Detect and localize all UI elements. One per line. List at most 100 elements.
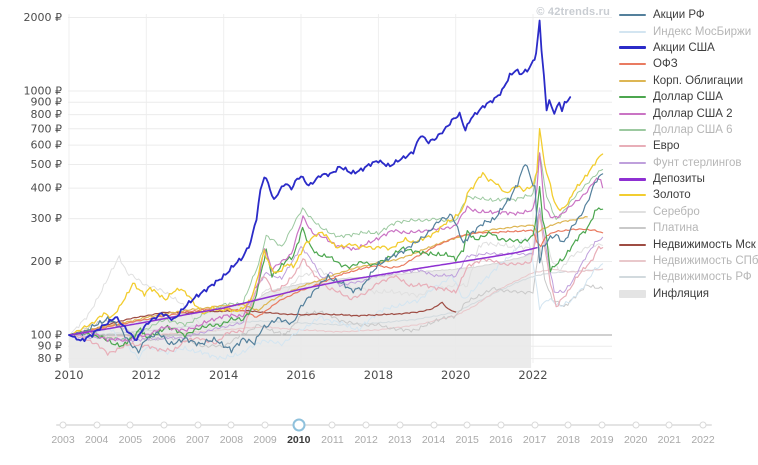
series-line-moex bbox=[68, 237, 604, 361]
legend-item-9[interactable]: Евро bbox=[619, 138, 757, 154]
legend-label: ОФЗ bbox=[653, 58, 678, 71]
legend-item-16[interactable]: Недвижимость СПб bbox=[619, 253, 758, 269]
legend-swatch-icon bbox=[619, 79, 646, 82]
legend-swatch-icon bbox=[619, 128, 646, 131]
price-chart-canvas[interactable]: 80 ₽90 ₽100 ₽ 200 ₽ 300 ₽ 400 ₽ 500 ₽ 600 ₽ 70… bbox=[0, 0, 758, 405]
slider-year-2012[interactable]: 2012 bbox=[354, 434, 378, 446]
legend-label: Недвижимость РФ bbox=[653, 271, 752, 284]
slider-year-2022[interactable]: 2022 bbox=[691, 434, 715, 446]
slider-year-2003[interactable]: 2003 bbox=[51, 434, 75, 446]
slider-dot-2004[interactable] bbox=[93, 421, 101, 429]
legend-item-14[interactable]: Платина bbox=[619, 220, 757, 236]
y-tick-label: 300 ₽ bbox=[31, 212, 63, 225]
legend-item-6[interactable]: Доллар США bbox=[619, 89, 757, 105]
slider-year-2018[interactable]: 2018 bbox=[556, 434, 580, 446]
x-tick-label: 2022 bbox=[518, 368, 547, 382]
x-tick-label: 2016 bbox=[286, 368, 315, 382]
series-line-zoloto bbox=[68, 128, 604, 336]
slider-dot-2005[interactable] bbox=[126, 421, 134, 429]
chart-legend: Акции РФ Индекс МосБиржи Акции США ОФЗ Корп.… bbox=[619, 7, 758, 302]
slider-year-2020[interactable]: 2020 bbox=[623, 434, 648, 446]
slider-dot-2010[interactable] bbox=[292, 418, 306, 432]
legend-swatch-icon bbox=[619, 177, 646, 181]
slider-dot-2015[interactable] bbox=[463, 421, 471, 429]
slider-year-2021[interactable]: 2021 bbox=[657, 434, 681, 446]
y-tick-label: 700 ₽ bbox=[31, 122, 63, 135]
slider-year-2019[interactable]: 2019 bbox=[590, 434, 614, 446]
legend-swatch-icon bbox=[619, 30, 646, 33]
legend-item-10[interactable]: Фунт стерлингов bbox=[619, 155, 757, 171]
slider-dot-2009[interactable] bbox=[261, 421, 269, 429]
slider-dot-2013[interactable] bbox=[396, 421, 404, 429]
slider-dot-2017[interactable] bbox=[531, 421, 539, 429]
slider-year-2011[interactable]: 2011 bbox=[321, 434, 344, 446]
slider-year-2005[interactable]: 2005 bbox=[118, 434, 143, 446]
series-line-depozity bbox=[68, 246, 538, 336]
slider-year-2004[interactable]: 2004 bbox=[84, 434, 109, 446]
legend-swatch-icon bbox=[619, 276, 646, 279]
legend-item-13[interactable]: Серебро bbox=[619, 204, 757, 220]
slider-year-2010[interactable]: 2010 bbox=[287, 434, 311, 446]
legend-label: Евро bbox=[653, 140, 680, 153]
series bbox=[68, 19, 612, 368]
legend-item-4[interactable]: ОФЗ bbox=[619, 56, 757, 72]
slider-year-2009[interactable]: 2009 bbox=[253, 434, 277, 446]
legend-item-17[interactable]: Недвижимость РФ bbox=[619, 269, 757, 285]
slider-dot-2016[interactable] bbox=[497, 421, 505, 429]
slider-dot-2011[interactable] bbox=[328, 421, 336, 429]
legend-label: Золото bbox=[653, 189, 691, 202]
legend-label: Акции РФ bbox=[653, 9, 705, 22]
slider-dot-2021[interactable] bbox=[665, 421, 673, 429]
slider-year-2014[interactable]: 2014 bbox=[421, 434, 446, 446]
slider-year-2007[interactable]: 2007 bbox=[186, 434, 210, 446]
legend-item-8[interactable]: Доллар США 6 bbox=[619, 122, 757, 138]
slider-track[interactable] bbox=[56, 424, 712, 426]
y-tick-label: 80 ₽ bbox=[38, 352, 63, 365]
slider-dot-2003[interactable] bbox=[59, 421, 67, 429]
legend-label: Платина bbox=[653, 222, 699, 235]
legend-label: Недвижимость СПб bbox=[653, 255, 758, 268]
slider-year-2013[interactable]: 2013 bbox=[388, 434, 412, 446]
legend-swatch-icon bbox=[619, 96, 646, 99]
slider-year-2006[interactable]: 2006 bbox=[152, 434, 176, 446]
legend-item-5[interactable]: Корп. Облигации bbox=[619, 73, 757, 89]
y-tick-label: 900 ₽ bbox=[31, 96, 63, 109]
legend-item-12[interactable]: Золото bbox=[619, 187, 757, 203]
series-line-evro bbox=[68, 213, 604, 356]
slider-year-2017[interactable]: 2017 bbox=[522, 434, 547, 446]
slider-dot-2007[interactable] bbox=[194, 421, 202, 429]
legend-swatch-icon bbox=[619, 161, 646, 164]
legend-item-18[interactable]: Инфляция bbox=[619, 286, 757, 302]
legend-label: Депозиты bbox=[653, 173, 705, 186]
slider-year-2016[interactable]: 2016 bbox=[489, 434, 513, 446]
legend-label: Доллар США bbox=[653, 91, 723, 104]
series-edge-inflyaciya bbox=[68, 253, 532, 336]
legend-item-7[interactable]: Доллар США 2 bbox=[619, 105, 757, 121]
slider-dot-2014[interactable] bbox=[430, 421, 438, 429]
legend-swatch-icon bbox=[619, 227, 646, 230]
legend-swatch-icon bbox=[619, 210, 646, 213]
slider-dot-2012[interactable] bbox=[362, 421, 370, 429]
legend-item-3[interactable]: Акции США bbox=[619, 40, 757, 56]
legend-item-2[interactable]: Индекс МосБиржи bbox=[619, 23, 757, 39]
legend-item-15[interactable]: Недвижимость Мск bbox=[619, 236, 757, 252]
slider-dot-2006[interactable] bbox=[160, 421, 168, 429]
slider-dot-2019[interactable] bbox=[598, 421, 606, 429]
axis-labels: 80 ₽90 ₽100 ₽ 200 ₽ 300 ₽ 400 ₽ 500 ₽ 600 ₽ 70… bbox=[24, 11, 548, 382]
slider-dot-2020[interactable] bbox=[632, 421, 640, 429]
legend-item-1[interactable]: Акции РФ bbox=[619, 7, 757, 23]
slider-year-2008[interactable]: 2008 bbox=[219, 434, 244, 446]
slider-year-2015[interactable]: 2015 bbox=[455, 434, 479, 446]
series-line-akcii_usa bbox=[68, 19, 572, 343]
series-line-nedv_msk bbox=[68, 301, 457, 336]
slider-dot-2008[interactable] bbox=[227, 421, 235, 429]
legend-item-11[interactable]: Депозиты bbox=[619, 171, 757, 187]
y-tick-label: 100 ₽ bbox=[31, 329, 63, 342]
slider-dot-2022[interactable] bbox=[699, 421, 707, 429]
y-tick-label: 500 ₽ bbox=[31, 158, 63, 171]
base-year-slider[interactable]: 2003 2004 2005 2006 2007 2008 2009 2010 2011 2012… bbox=[0, 405, 758, 463]
slider-dot-2018[interactable] bbox=[564, 421, 572, 429]
legend-label: Акции США bbox=[653, 41, 715, 54]
y-tick-label: 800 ₽ bbox=[31, 108, 63, 121]
series-area-inflyaciya bbox=[69, 254, 532, 368]
